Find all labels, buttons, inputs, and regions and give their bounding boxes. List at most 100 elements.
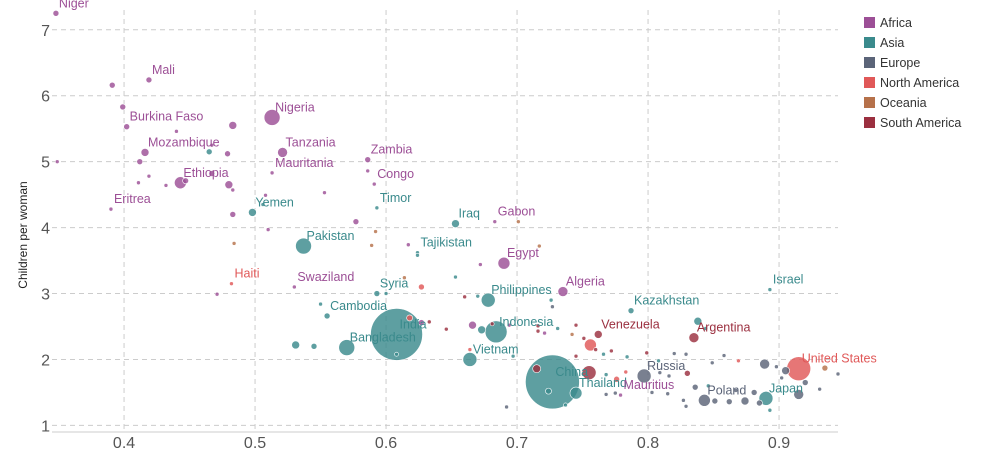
data-point[interactable] [612, 390, 618, 396]
data-point[interactable] [703, 326, 708, 331]
legend-label[interactable]: Asia [880, 36, 904, 50]
data-point[interactable] [681, 398, 686, 403]
data-point[interactable] [781, 366, 790, 375]
data-point[interactable] [671, 351, 677, 356]
data-point[interactable] [721, 353, 727, 358]
data-point[interactable] [214, 291, 220, 297]
data-point[interactable] [535, 328, 541, 334]
data-point[interactable] [475, 293, 481, 299]
data-point[interactable] [231, 241, 237, 246]
country-bubble[interactable] [593, 330, 603, 339]
country-bubble[interactable] [627, 307, 635, 314]
country-bubble[interactable] [767, 287, 773, 292]
data-point[interactable] [426, 319, 432, 325]
data-point[interactable] [709, 360, 715, 366]
country-bubble[interactable] [451, 219, 460, 228]
data-point[interactable] [224, 150, 231, 158]
legend-label[interactable]: Africa [880, 16, 912, 30]
data-point[interactable] [310, 342, 318, 350]
data-point[interactable] [817, 386, 822, 392]
country-bubble[interactable] [371, 181, 377, 187]
data-point[interactable] [545, 387, 552, 395]
data-point[interactable] [609, 348, 614, 354]
data-point[interactable] [516, 219, 521, 224]
data-point[interactable] [444, 326, 449, 332]
data-point[interactable] [665, 391, 671, 397]
data-point[interactable] [691, 383, 699, 391]
data-point[interactable] [373, 229, 378, 234]
data-point[interactable] [548, 297, 554, 303]
country-bubble[interactable] [277, 147, 288, 158]
country-bubble[interactable] [569, 386, 583, 400]
country-bubble[interactable] [480, 292, 496, 308]
country-bubble[interactable] [269, 170, 275, 176]
data-point[interactable] [736, 358, 741, 364]
data-point[interactable] [656, 358, 661, 364]
country-bubble[interactable] [140, 148, 150, 157]
data-point[interactable] [205, 148, 213, 156]
data-point[interactable] [468, 320, 477, 330]
data-point[interactable] [352, 218, 360, 225]
data-point[interactable] [624, 354, 630, 360]
country-bubble[interactable] [370, 308, 423, 361]
data-point[interactable] [801, 379, 809, 386]
country-bubble[interactable] [698, 394, 711, 407]
data-point[interactable] [418, 283, 425, 291]
data-point[interactable] [649, 390, 655, 395]
data-point[interactable] [260, 202, 266, 207]
country-bubble[interactable] [636, 368, 652, 384]
country-bubble[interactable] [373, 290, 381, 297]
data-point[interactable] [555, 326, 560, 331]
data-point[interactable] [706, 383, 711, 389]
data-point[interactable] [740, 396, 750, 406]
data-point[interactable] [532, 364, 542, 374]
data-point[interactable] [569, 332, 575, 337]
country-bubble[interactable] [295, 237, 312, 255]
data-point[interactable] [108, 81, 116, 89]
data-point[interactable] [406, 242, 411, 248]
data-point[interactable] [563, 402, 568, 408]
data-point[interactable] [644, 350, 650, 356]
data-point[interactable] [573, 322, 579, 328]
data-point[interactable] [402, 275, 407, 281]
data-point[interactable] [793, 389, 805, 400]
data-point[interactable] [623, 369, 629, 375]
data-point[interactable] [453, 274, 458, 280]
data-point[interactable] [383, 291, 389, 296]
data-point[interactable] [779, 375, 784, 381]
country-bubble[interactable] [292, 284, 297, 290]
country-bubble[interactable] [123, 123, 130, 131]
data-point[interactable] [657, 370, 663, 375]
legend-label[interactable]: Oceania [880, 96, 927, 110]
country-bubble[interactable] [688, 332, 700, 344]
country-bubble[interactable] [248, 208, 257, 217]
data-point[interactable] [208, 170, 216, 177]
country-bubble[interactable] [374, 205, 380, 211]
data-point[interactable] [209, 142, 215, 148]
data-point[interactable] [581, 365, 597, 380]
data-point[interactable] [146, 173, 152, 179]
data-point[interactable] [711, 397, 719, 405]
data-point[interactable] [478, 262, 483, 267]
country-bubble[interactable] [525, 354, 580, 410]
data-point[interactable] [683, 403, 689, 409]
data-point[interactable] [542, 330, 547, 336]
data-point[interactable] [136, 180, 141, 186]
data-point[interactable] [581, 336, 587, 341]
data-point[interactable] [693, 316, 703, 326]
data-point[interactable] [537, 243, 542, 249]
country-bubble[interactable] [618, 392, 623, 398]
data-point[interactable] [489, 321, 495, 327]
legend-label[interactable]: South America [880, 116, 961, 130]
country-bubble[interactable] [497, 256, 511, 270]
data-point[interactable] [365, 168, 371, 174]
data-point[interactable] [369, 243, 374, 248]
legend-label[interactable]: Europe [880, 56, 920, 70]
data-point[interactable] [684, 370, 691, 377]
data-point[interactable] [322, 190, 327, 195]
data-point[interactable] [467, 347, 473, 352]
data-point[interactable] [119, 103, 127, 111]
country-bubble[interactable] [364, 156, 372, 163]
data-point[interactable] [394, 351, 399, 357]
data-point[interactable] [54, 159, 60, 164]
